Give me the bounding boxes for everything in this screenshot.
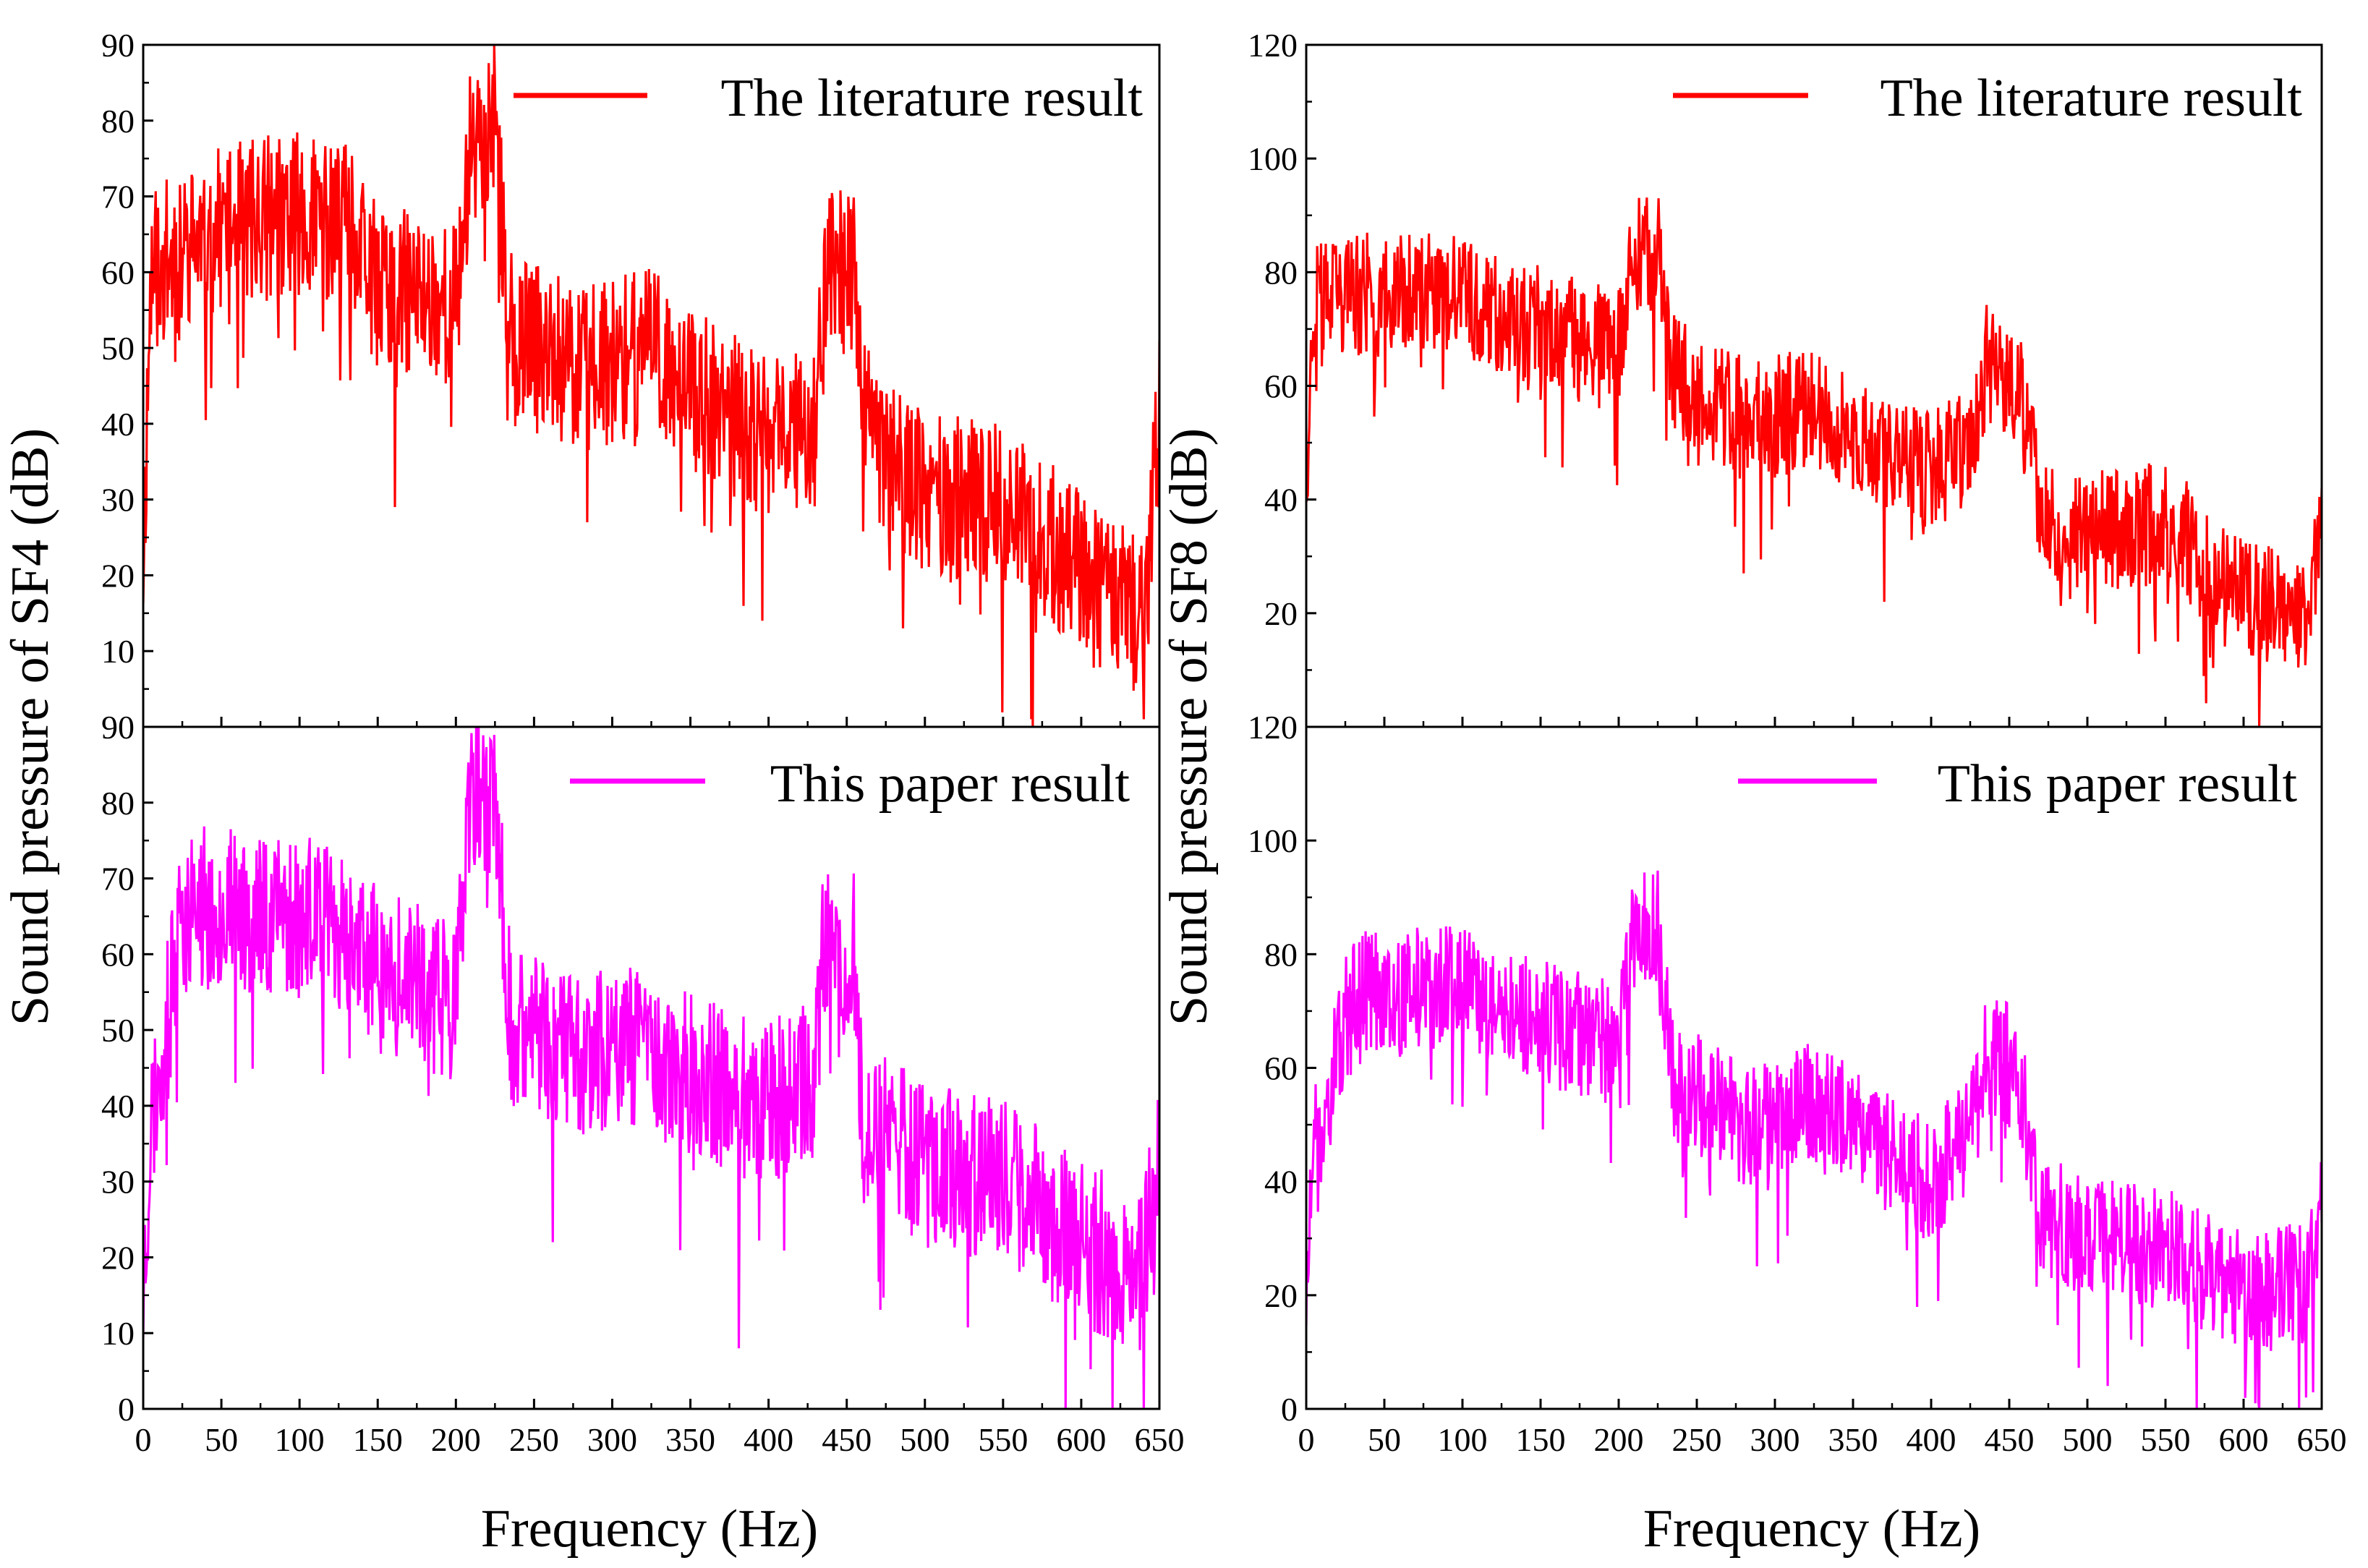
x-tick-label: 100 <box>1438 1421 1488 1458</box>
sf4-top-ytick-label: 90 <box>101 27 135 64</box>
sf4-top-ytick-label: 10 <box>101 633 135 670</box>
sf4-bottom-ytick-label: 40 <box>101 1088 135 1125</box>
sf8-x-axis-title: Frequency (Hz) <box>1643 1499 1980 1559</box>
sf4-bottom-ytick-label: 0 <box>118 1391 135 1428</box>
sf8-top-ytick-label: 40 <box>1264 482 1298 519</box>
x-tick-label: 600 <box>1056 1421 1106 1458</box>
sf4-bottom-ytick-label: 80 <box>101 785 135 822</box>
sf8-bottom-legend-label: This paper result <box>1938 754 2298 814</box>
x-tick-label: 50 <box>1368 1421 1401 1458</box>
chart-sf4: 90 10 20 30 40 50 60 70 80 90 0 10 20 30 40 50 60 70 80 0 5… <box>1 27 1185 1559</box>
x-tick-label: 450 <box>1985 1421 2035 1458</box>
sf4-bottom-ytick-label: 50 <box>101 1012 135 1049</box>
x-tick-label: 400 <box>1907 1421 1956 1458</box>
sf4-top-ytick-label: 60 <box>101 254 135 291</box>
sf8-y-axis-title: Sound pressure of SF8 (dB) <box>1159 428 1219 1026</box>
x-tick-label: 500 <box>2063 1421 2113 1458</box>
x-tick-label: 350 <box>665 1421 715 1458</box>
x-tick-label: 200 <box>1594 1421 1644 1458</box>
x-tick-label: 150 <box>1516 1421 1566 1458</box>
sf4-bottom-legend-label: This paper result <box>770 754 1130 814</box>
sf4-bottom-ytick-label: 60 <box>101 936 135 973</box>
x-tick-label: 350 <box>1828 1421 1878 1458</box>
sf8-top-ytick-label: 120 <box>1248 709 1298 746</box>
sf8-bottom-ytick-label: 60 <box>1264 1050 1298 1087</box>
sf8-top-series-line <box>1306 197 2322 727</box>
sf8-top-ytick-label: 100 <box>1248 140 1298 177</box>
sf4-bottom-ytick-label: 30 <box>101 1164 135 1201</box>
sf8-top-plot-area: 120 20 40 60 80 100 120 <box>1248 27 2323 746</box>
sf8-top-legend-label: The literature result <box>1880 69 2302 128</box>
sf4-top-legend-label: The literature result <box>720 69 1143 128</box>
x-tick-label: 100 <box>275 1421 325 1458</box>
x-tick-label: 550 <box>978 1421 1028 1458</box>
sf8-bottom-ytick-label: 40 <box>1264 1164 1298 1201</box>
x-tick-label: 650 <box>2297 1421 2347 1458</box>
x-tick-label: 50 <box>205 1421 238 1458</box>
sf4-bottom-plot-area: 0 10 20 30 40 50 60 70 80 0 50 100 150 200 250 300 350 40… <box>101 725 1185 1458</box>
sf4-x-axis-title: Frequency (Hz) <box>481 1499 818 1559</box>
x-tick-label: 250 <box>509 1421 559 1458</box>
sf4-top-plot-area: 90 10 20 30 40 50 60 70 80 90 <box>101 27 1161 746</box>
x-tick-label: 600 <box>2219 1421 2269 1458</box>
sf4-top-ytick-label: 50 <box>101 330 135 367</box>
sf4-top-ytick-label: 40 <box>101 406 135 443</box>
sf4-top-series-line <box>143 46 1159 727</box>
x-tick-label: 400 <box>744 1421 793 1458</box>
sf4-top-ytick-label: 80 <box>101 103 135 140</box>
sf4-top-ytick-label: 30 <box>101 482 135 519</box>
sf4-top-ytick-label: 20 <box>101 557 135 594</box>
x-tick-label: 650 <box>1135 1421 1185 1458</box>
sf8-bottom-frame <box>1305 725 2323 1410</box>
x-tick-label: 300 <box>587 1421 637 1458</box>
sf4-top-ytick-label: 70 <box>101 179 135 216</box>
sf8-top-ytick-label: 120 <box>1248 27 1298 64</box>
x-tick-label: 500 <box>900 1421 950 1458</box>
sf4-bottom-ytick-label: 70 <box>101 861 135 898</box>
sf8-bottom-ytick-label: 80 <box>1264 936 1298 973</box>
x-tick-label: 200 <box>431 1421 481 1458</box>
x-tick-label: 150 <box>353 1421 403 1458</box>
sf4-y-axis-title: Sound pressure of SF4 (dB) <box>1 428 60 1026</box>
sf4-bottom-ytick-label: 20 <box>101 1239 135 1276</box>
x-tick-label: 450 <box>822 1421 872 1458</box>
sf4-bottom-series-line <box>143 727 1159 1409</box>
sf8-bottom-plot-area: 0 20 40 60 80 100 0 50 100 150 200 250 300 350 400 450 5… <box>1248 725 2347 1458</box>
sf8-bottom-ytick-label: 0 <box>1281 1391 1298 1428</box>
x-tick-label: 250 <box>1672 1421 1722 1458</box>
x-tick-label: 300 <box>1750 1421 1800 1458</box>
sf8-bottom-series-line <box>1306 870 2322 1409</box>
x-tick-label: 550 <box>2141 1421 2191 1458</box>
sf8-top-ytick-label: 20 <box>1264 595 1298 632</box>
x-tick-label: 0 <box>135 1421 152 1458</box>
sf8-bottom-ytick-label: 20 <box>1264 1277 1298 1314</box>
x-tick-label: 0 <box>1298 1421 1315 1458</box>
chart-sf8: 120 20 40 60 80 100 120 0 20 40 60 80 100 0 50 100 150 2… <box>1159 27 2347 1559</box>
sf4-top-ytick-label: 90 <box>101 709 135 746</box>
sf4-bottom-frame <box>142 725 1161 1410</box>
sf8-top-ytick-label: 60 <box>1264 368 1298 405</box>
sf8-bottom-ytick-label: 100 <box>1248 822 1298 859</box>
sf4-bottom-ytick-label: 10 <box>101 1315 135 1352</box>
sf8-top-ytick-label: 80 <box>1264 254 1298 291</box>
